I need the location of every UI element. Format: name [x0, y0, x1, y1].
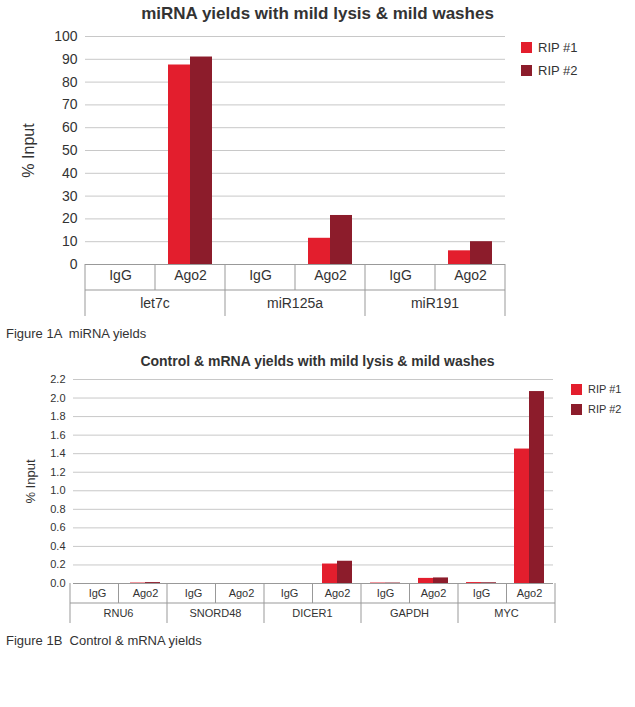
svg-text:Ago2: Ago2	[421, 587, 447, 599]
svg-text:IgG: IgG	[109, 267, 132, 283]
svg-text:IgG: IgG	[249, 267, 272, 283]
svg-text:Ago2: Ago2	[454, 267, 487, 283]
svg-text:90: 90	[62, 51, 78, 67]
svg-text:Ago2: Ago2	[174, 267, 207, 283]
html-text:RIP #2: RIP #2	[588, 403, 622, 415]
svg-text:Ago2: Ago2	[133, 587, 159, 599]
svg-text:MYC: MYC	[494, 607, 519, 619]
svg-text:70: 70	[62, 96, 78, 112]
svg-text:0.0: 0.0	[50, 577, 65, 589]
svg-text:2.0: 2.0	[50, 392, 65, 404]
svg-text:100: 100	[54, 28, 78, 44]
svg-text:RNU6: RNU6	[104, 607, 134, 619]
svg-text:IgG: IgG	[281, 587, 299, 599]
svg-text:40: 40	[62, 165, 78, 181]
html-text:RIP #1: RIP #1	[538, 40, 578, 55]
svg-text:1.4: 1.4	[50, 447, 65, 459]
html-text:Figure 1A miRNA yields: Figure 1A miRNA yields	[6, 326, 147, 341]
html-text:RIP #2: RIP #2	[538, 63, 578, 78]
svg-text:0.2: 0.2	[50, 558, 65, 570]
svg-text:0.6: 0.6	[50, 521, 65, 533]
svg-text:1.2: 1.2	[50, 466, 65, 478]
svg-text:IgG: IgG	[377, 587, 395, 599]
svg-text:Ago2: Ago2	[314, 267, 347, 283]
svg-text:10: 10	[62, 233, 78, 249]
svg-text:1.8: 1.8	[50, 410, 65, 422]
svg-text:% Input: % Input	[23, 459, 38, 503]
svg-text:let7c: let7c	[140, 295, 170, 311]
svg-text:Ago2: Ago2	[325, 587, 351, 599]
svg-text:Ago2: Ago2	[229, 587, 255, 599]
svg-text:DICER1: DICER1	[292, 607, 332, 619]
svg-text:1.0: 1.0	[50, 484, 65, 496]
svg-text:% Input: % Input	[20, 123, 37, 178]
svg-text:20: 20	[62, 210, 78, 226]
svg-text:Ago2: Ago2	[517, 587, 543, 599]
svg-text:IgG: IgG	[89, 587, 107, 599]
svg-text:60: 60	[62, 119, 78, 135]
svg-text:1.6: 1.6	[50, 429, 65, 441]
svg-text:IgG: IgG	[389, 267, 412, 283]
svg-text:0.8: 0.8	[50, 503, 65, 515]
svg-text:IgG: IgG	[473, 587, 491, 599]
svg-text:50: 50	[62, 142, 78, 158]
svg-text:miR191: miR191	[411, 295, 459, 311]
svg-text:miR125a: miR125a	[267, 295, 323, 311]
html-text:RIP #1: RIP #1	[588, 383, 622, 395]
html-text:miRNA yields with mild lysis &: miRNA yields with mild lysis & mild wash…	[141, 4, 494, 23]
html-text:Figure 1B Control & mRNA yield: Figure 1B Control & mRNA yields	[6, 633, 202, 648]
svg-text:SNORD48: SNORD48	[190, 607, 242, 619]
html-text:Control & mRNA yields with mil: Control & mRNA yields with mild lysis & …	[140, 353, 495, 369]
svg-text:GAPDH: GAPDH	[390, 607, 429, 619]
svg-text:0: 0	[70, 256, 78, 272]
svg-text:2.2: 2.2	[50, 373, 65, 385]
svg-text:80: 80	[62, 74, 78, 90]
svg-text:IgG: IgG	[185, 587, 203, 599]
svg-text:0.4: 0.4	[50, 540, 65, 552]
svg-text:30: 30	[62, 188, 78, 204]
